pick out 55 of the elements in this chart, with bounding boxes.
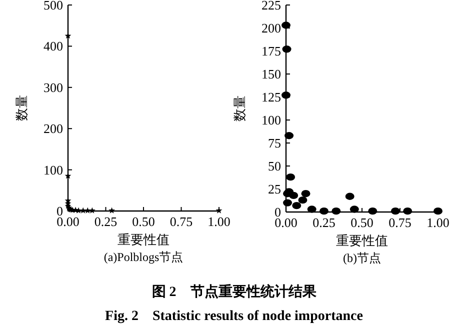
point	[108, 207, 116, 214]
x-tick-label: 0.25	[312, 215, 336, 230]
y-tick-label: 150	[262, 66, 281, 82]
caption: Fig. 2 Statistic results of node importance	[105, 309, 363, 324]
point	[350, 206, 359, 213]
x-tick-label: 1.00	[426, 215, 450, 230]
y-tick-label: 100	[44, 162, 63, 178]
x-tick-label: 0.25	[94, 214, 118, 229]
point	[403, 207, 412, 215]
point	[286, 173, 296, 181]
x-axis-title: 重要性值	[336, 233, 388, 248]
y-tick-label: 175	[262, 44, 281, 58]
y-tick-label: 0	[274, 204, 281, 220]
y-tick-label: 125	[262, 90, 281, 104]
y-axis-title: 数量	[14, 95, 29, 121]
y-tick-label: 225	[262, 0, 281, 12]
point	[282, 22, 290, 29]
point	[88, 207, 96, 214]
point	[80, 207, 86, 214]
y-tick-label: 200	[44, 121, 63, 136]
text: (b)节点	[343, 251, 381, 265]
y-tick-label: 75	[268, 136, 281, 150]
point	[434, 207, 442, 215]
point	[292, 202, 302, 210]
y-tick-label: 25	[268, 182, 281, 196]
point	[283, 199, 292, 206]
y-tick-label: 300	[44, 80, 63, 95]
point	[282, 92, 290, 99]
caption: 图 2 节点重要性统计结果	[152, 283, 318, 300]
point	[298, 196, 308, 204]
x-tick-label: 0.50	[132, 214, 155, 229]
point	[390, 207, 400, 215]
point	[307, 206, 316, 213]
point	[84, 207, 91, 214]
y-tick-label: 50	[268, 158, 281, 174]
point	[284, 132, 294, 140]
x-axis-title: 重要性值	[118, 232, 170, 247]
point	[301, 190, 310, 198]
y-tick-label: 500	[44, 0, 63, 12]
x-tick-label: 0.50	[350, 215, 374, 230]
y-tick-label: 0	[56, 204, 63, 218]
y-tick-label: 100	[262, 112, 281, 128]
x-tick-label: 0.75	[388, 215, 412, 230]
point	[332, 207, 341, 215]
x-tick-label: 0.75	[170, 214, 193, 229]
x-tick-label: 1.00	[208, 214, 230, 229]
y-tick-label: 400	[44, 38, 63, 54]
point	[345, 192, 354, 200]
point	[320, 207, 328, 215]
point	[282, 46, 292, 53]
text: (a)Polblogs节点	[104, 250, 184, 264]
point	[368, 207, 378, 215]
y-tick-label: 200	[262, 20, 281, 36]
point	[289, 192, 298, 200]
y-axis-title: 数量	[232, 96, 247, 122]
